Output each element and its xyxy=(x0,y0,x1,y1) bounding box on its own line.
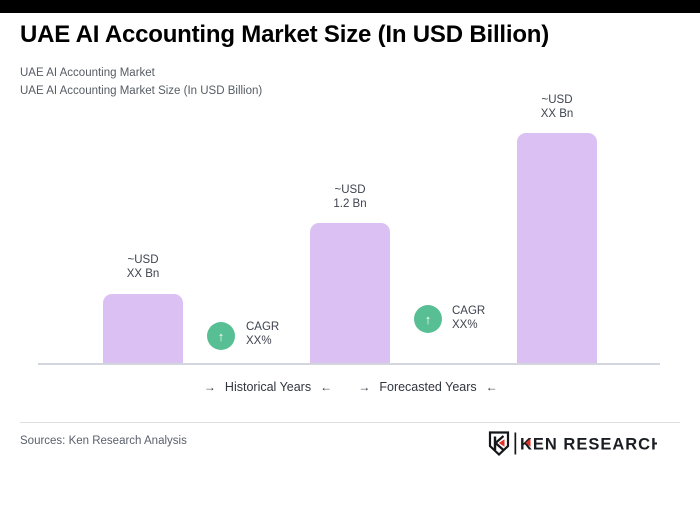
cagr-annotation: CAGR XX% xyxy=(452,304,485,332)
bar-forecast xyxy=(517,133,597,364)
logo-brand-text: KEN RESEARCH xyxy=(520,436,657,454)
bar-historical xyxy=(103,294,183,364)
right-arrow-icon: → xyxy=(203,380,216,394)
cagr-value: XX% xyxy=(246,335,272,347)
page-title: UAE AI Accounting Market Size (In USD Bi… xyxy=(20,21,550,48)
bar-value-label: ~USD 1.2 Bn xyxy=(290,183,410,211)
bar-value-line1: ~USD xyxy=(541,94,573,106)
up-arrow-icon: ↑ xyxy=(217,328,225,344)
footer-divider xyxy=(20,422,680,423)
cagr-badge: ↑ xyxy=(414,305,442,333)
chart-subtitle-market: UAE AI Accounting Market xyxy=(20,67,155,79)
up-arrow-icon: ↑ xyxy=(424,311,432,327)
cagr-label: CAGR xyxy=(246,321,280,333)
axis-segment-historical: → Historical Years ← xyxy=(204,380,332,394)
bar-value-label: ~USD XX Bn xyxy=(83,253,203,281)
ken-research-shield-icon xyxy=(488,431,510,457)
cagr-label: CAGR xyxy=(452,305,486,317)
axis-segment-label: Historical Years xyxy=(224,380,312,394)
left-arrow-icon: ← xyxy=(485,380,498,394)
left-arrow-icon: ← xyxy=(320,380,333,394)
chart-subtitle-size: UAE AI Accounting Market Size (In USD Bi… xyxy=(20,85,263,97)
bar-value-line2: XX Bn xyxy=(126,268,160,280)
bar-value-line1: ~USD xyxy=(127,254,159,266)
bar-value-line2: 1.2 Bn xyxy=(333,198,367,210)
sources-text: Sources: Ken Research Analysis xyxy=(20,435,187,447)
x-axis-line xyxy=(38,363,660,365)
bar-value-line1: ~USD xyxy=(334,184,366,196)
logo-divider-bar xyxy=(514,432,517,455)
cagr-annotation: CAGR XX% xyxy=(246,320,279,348)
axis-segment-forecasted: → Forecasted Years ← xyxy=(358,380,497,394)
ken-research-logo: KEN RESEARCH xyxy=(488,431,657,457)
top-accent-bar xyxy=(0,0,700,13)
cagr-badge: ↑ xyxy=(207,322,235,350)
cagr-value: XX% xyxy=(452,319,478,331)
axis-segment-label: Forecasted Years xyxy=(379,380,477,394)
right-arrow-icon: → xyxy=(358,380,371,394)
logo-k-accent xyxy=(525,438,531,447)
bar-current xyxy=(310,223,390,364)
bar-value-line2: XX Bn xyxy=(540,108,574,120)
bar-value-label: ~USD XX Bn xyxy=(497,93,617,121)
